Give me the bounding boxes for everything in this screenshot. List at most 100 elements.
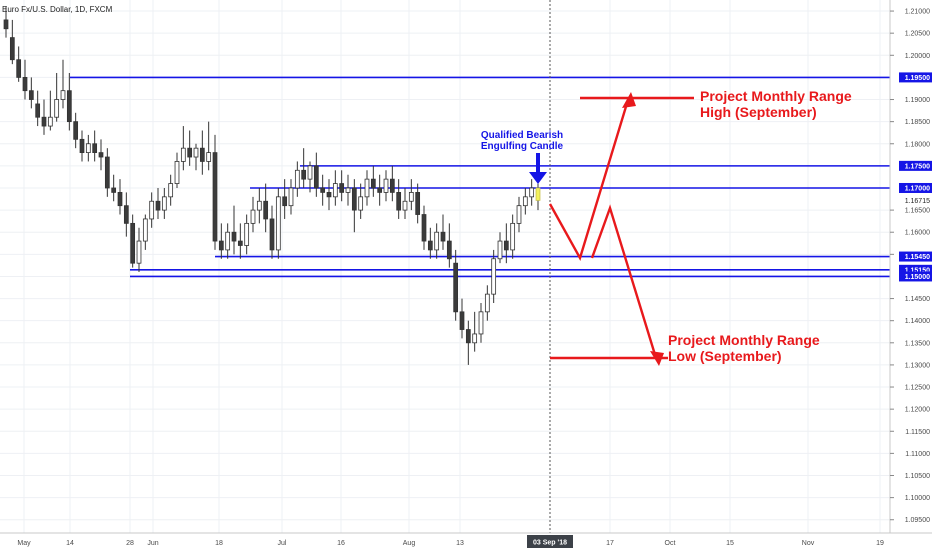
price-tick-label: 1.20500 [905, 31, 930, 38]
candle-body [465, 329, 471, 344]
candle-body [427, 240, 433, 251]
price-tick-label: 1.10500 [905, 473, 930, 480]
candle-body [497, 240, 503, 260]
price-tick-label: 1.20000 [905, 53, 930, 60]
time-axis-bg [0, 533, 932, 550]
time-tick-label: 28 [126, 540, 134, 547]
candle-body [345, 187, 351, 193]
candle-body [377, 187, 383, 193]
price-tick-label: 1.10000 [905, 495, 930, 502]
price-tick-label: 1.14500 [905, 296, 930, 303]
projection-down-path [590, 204, 658, 359]
level-price-label: 1.17500 [905, 163, 930, 170]
candle-body [275, 196, 281, 251]
candle-body [478, 311, 484, 335]
candle-body [73, 121, 79, 140]
candle-body [364, 178, 370, 198]
candle-body [472, 333, 478, 344]
candle-body [35, 103, 41, 118]
time-tick-label: Jul [278, 540, 287, 547]
bearish-note-line2: Engulfing Candle [481, 141, 564, 152]
candle-body [307, 165, 313, 180]
candle-body [111, 187, 117, 193]
level-price-label: 1.15150 [905, 267, 930, 274]
candle-body [22, 77, 28, 92]
candle-body [269, 218, 275, 251]
level-price-tag [899, 182, 932, 193]
crosshair-date-tag [527, 535, 573, 548]
candle-body [79, 138, 85, 154]
level-price-tag [899, 72, 932, 83]
price-tick-label: 1.13500 [905, 340, 930, 347]
candle-body [3, 19, 9, 30]
time-tick-label: 18 [215, 540, 223, 547]
candle-body [408, 192, 414, 202]
candle-body [193, 147, 199, 158]
candle-body [491, 258, 497, 295]
candle-body [421, 214, 427, 242]
candle-body [104, 156, 110, 189]
candle-body [231, 231, 237, 242]
price-tick-label: 1.12000 [905, 407, 930, 414]
candle-body [313, 165, 319, 189]
price-tick-label: 1.11000 [905, 451, 930, 458]
price-grid [0, 0, 890, 533]
candlestick-series [3, 6, 541, 365]
price-tick-label: 1.19000 [905, 97, 930, 104]
candle-body [370, 178, 376, 189]
candle-body [212, 152, 218, 242]
support-resistance-levels [70, 76, 900, 278]
candle-body [237, 240, 243, 246]
price-tick-label: 1.09500 [905, 517, 930, 524]
current-price-label: 1.16715 [905, 198, 930, 205]
price-tick-label: 1.21000 [905, 9, 930, 16]
price-axis[interactable]: 1.21000 1.20500 1.20000 1.19000 1.18500 1.180… [889, 0, 932, 550]
time-tick-label: 16 [337, 540, 345, 547]
candle-body [256, 200, 262, 211]
candle-body [136, 240, 142, 264]
candle-body [250, 209, 256, 224]
candle-body [199, 147, 205, 162]
candle-body [66, 90, 72, 123]
time-tick-label: May [17, 540, 31, 547]
candle-body [225, 231, 231, 251]
candle-body [339, 183, 345, 193]
candle-body [117, 192, 123, 207]
candle-body [282, 196, 288, 207]
candle-body [294, 169, 300, 189]
level-price-tag [899, 251, 932, 262]
candle-body [396, 192, 402, 211]
price-tick-label: 1.11500 [905, 429, 930, 436]
symbol-title: Euro Fx/U.S. Dollar, 1D, FXCM [2, 5, 113, 14]
down-arrow-head-icon [529, 172, 547, 184]
level-price-label: 1.17000 [905, 185, 930, 192]
candle-body [187, 147, 193, 158]
time-tick-label: 15 [726, 540, 734, 547]
level-price-tag [899, 264, 932, 275]
time-tick-label: Aug [403, 540, 416, 547]
candle-body [516, 205, 522, 224]
time-tick-label: Jun [147, 540, 158, 547]
candle-body [529, 187, 535, 198]
projection-up-path [548, 99, 630, 262]
candle-body [92, 143, 98, 154]
monthly-high-note-line2: High (September) [700, 104, 817, 120]
level-price-label: 1.19500 [905, 75, 930, 82]
candle-body [389, 178, 395, 193]
monthly-low-note-line1: Project Monthly Range [668, 332, 820, 348]
candle-body [358, 196, 364, 211]
candle-body [206, 152, 212, 162]
time-axis[interactable]: May 14 28 Jun 18 Jul 16 Aug 13 17 Oct 15 Nov 19 03 Sep… [0, 532, 932, 550]
time-tick-label: 14 [66, 540, 74, 547]
candle-body [535, 187, 541, 201]
candle-body [522, 196, 528, 207]
candle-body [149, 200, 155, 220]
candle-body [85, 143, 91, 154]
candle-body [446, 240, 452, 260]
candle-body [510, 222, 516, 251]
time-tick-label: Oct [665, 540, 676, 547]
level-price-tag [899, 271, 932, 282]
candle-body [123, 205, 129, 224]
price-tick-label: 1.18500 [905, 119, 930, 126]
